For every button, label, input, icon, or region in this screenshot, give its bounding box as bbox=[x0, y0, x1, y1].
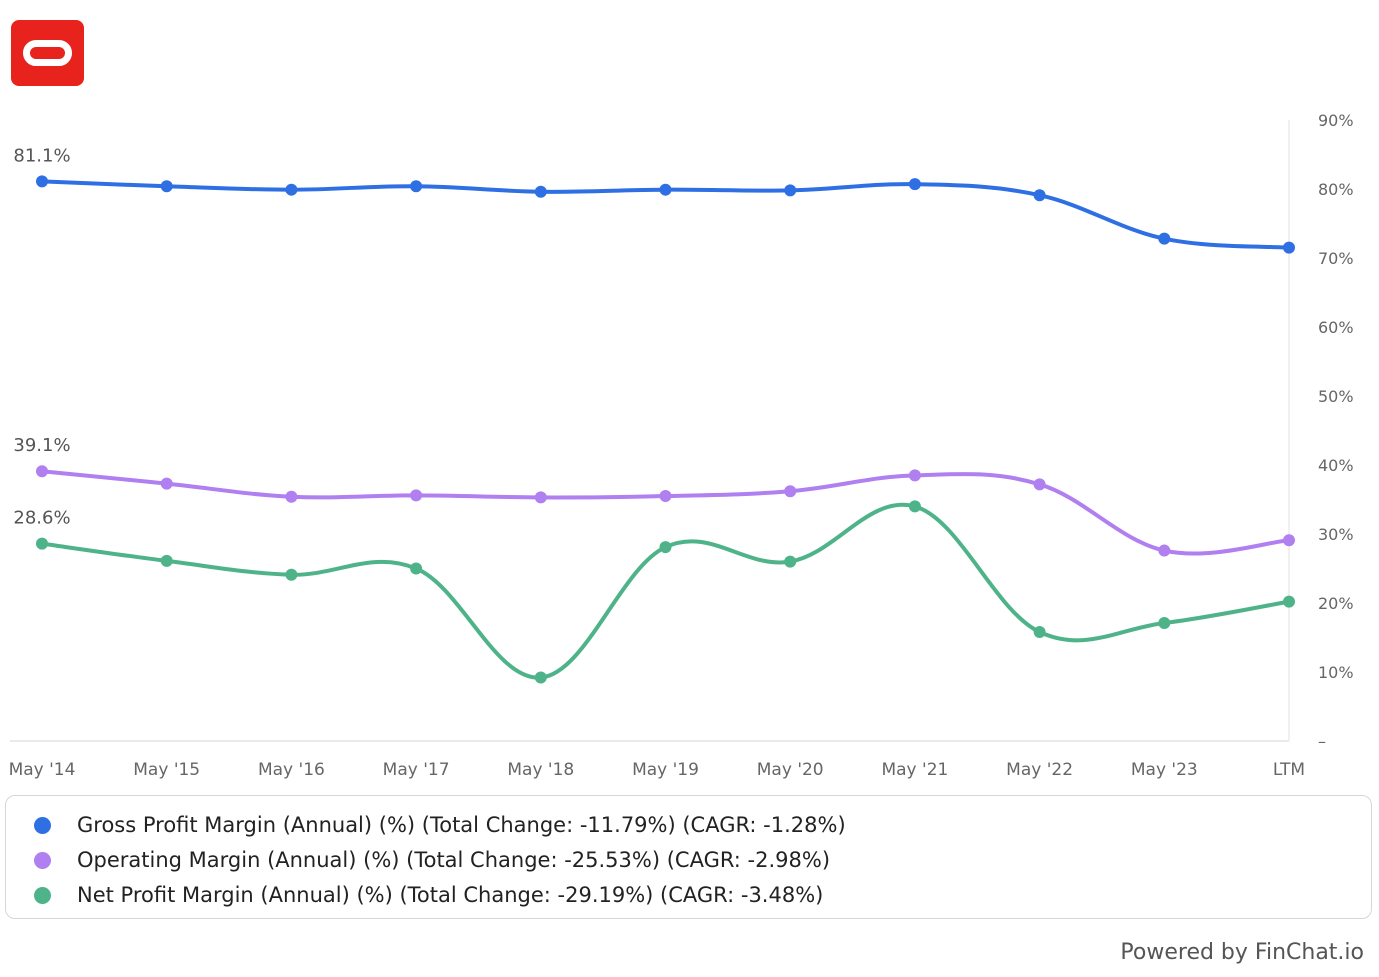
data-point-s0-9 bbox=[1158, 232, 1171, 245]
data-point-s1-2 bbox=[285, 490, 298, 503]
data-point-s0-6 bbox=[784, 184, 797, 197]
data-point-s2-3 bbox=[410, 562, 423, 575]
x-tick-label: May '20 bbox=[757, 760, 824, 780]
data-point-s2-1 bbox=[160, 554, 173, 567]
series-start-label-2: 28.6% bbox=[13, 508, 70, 529]
data-point-s1-3 bbox=[410, 489, 423, 502]
oracle-logo bbox=[11, 20, 84, 86]
data-point-s1-10 bbox=[1283, 534, 1295, 547]
x-tick-label: May '22 bbox=[1006, 760, 1073, 780]
series-start-label-1: 39.1% bbox=[13, 435, 70, 456]
data-point-s0-8 bbox=[1033, 189, 1046, 202]
legend-swatch bbox=[34, 816, 51, 834]
legend-swatch bbox=[34, 851, 51, 869]
x-tick-label: May '21 bbox=[881, 760, 948, 780]
data-point-s2-0 bbox=[36, 537, 48, 550]
x-tick-label: May '17 bbox=[383, 760, 450, 780]
y-tick-label: 70% bbox=[1318, 249, 1354, 268]
y-tick-label: – bbox=[1318, 732, 1326, 751]
y-tick-label: 60% bbox=[1318, 318, 1354, 337]
data-point-s0-4 bbox=[534, 185, 547, 198]
data-point-s2-2 bbox=[285, 568, 298, 581]
legend-item: Gross Profit Margin (Annual) (%) (Total … bbox=[34, 810, 846, 840]
x-tick-label: May '15 bbox=[133, 760, 200, 780]
y-tick-label: 40% bbox=[1318, 456, 1354, 475]
data-point-s2-5 bbox=[659, 541, 672, 554]
data-point-s1-9 bbox=[1158, 544, 1171, 557]
legend-item: Operating Margin (Annual) (%) (Total Cha… bbox=[34, 845, 830, 875]
data-point-s1-6 bbox=[784, 485, 797, 498]
data-point-s1-8 bbox=[1033, 478, 1046, 491]
chart-legend: Gross Profit Margin (Annual) (%) (Total … bbox=[5, 795, 1372, 919]
powered-by-label: Powered by FinChat.io bbox=[1120, 940, 1364, 965]
legend-label: Net Profit Margin (Annual) (%) (Total Ch… bbox=[77, 883, 824, 907]
y-tick-label: 10% bbox=[1318, 663, 1354, 682]
data-point-s0-3 bbox=[410, 180, 423, 193]
data-point-s2-8 bbox=[1033, 625, 1046, 638]
data-point-s2-9 bbox=[1158, 617, 1171, 630]
legend-label: Gross Profit Margin (Annual) (%) (Total … bbox=[77, 813, 846, 837]
series-line-2 bbox=[40, 502, 1291, 680]
data-point-s1-5 bbox=[659, 490, 672, 503]
legend-swatch bbox=[34, 886, 51, 904]
data-point-s1-7 bbox=[908, 469, 921, 482]
y-tick-label: 80% bbox=[1318, 180, 1354, 199]
series-start-label-0: 81.1% bbox=[13, 145, 70, 166]
x-tick-label: May '23 bbox=[1131, 760, 1198, 780]
data-point-s2-10 bbox=[1283, 595, 1295, 608]
y-tick-label: 30% bbox=[1318, 525, 1354, 544]
data-point-s1-0 bbox=[36, 465, 48, 478]
data-point-s1-4 bbox=[534, 491, 547, 504]
x-tick-label: LTM bbox=[1273, 760, 1305, 780]
x-tick-label: May '18 bbox=[507, 760, 574, 780]
y-tick-label: 90% bbox=[1318, 111, 1354, 130]
line-chart: 90% 80% 70% 60% 50% 40% 30% 20% 10% – May '14 May '… bbox=[9, 111, 1354, 780]
x-tick-label: May '19 bbox=[632, 760, 699, 780]
data-point-s0-10 bbox=[1283, 241, 1295, 254]
legend-item: Net Profit Margin (Annual) (%) (Total Ch… bbox=[34, 880, 823, 910]
data-point-s0-0 bbox=[36, 175, 48, 188]
x-tick-label: May '14 bbox=[9, 760, 76, 780]
data-point-s0-2 bbox=[285, 183, 298, 196]
data-point-s0-7 bbox=[908, 178, 921, 191]
data-point-s2-6 bbox=[784, 555, 797, 568]
y-tick-label: 50% bbox=[1318, 387, 1354, 406]
legend-label: Operating Margin (Annual) (%) (Total Cha… bbox=[77, 848, 831, 872]
data-point-s2-7 bbox=[908, 500, 921, 513]
data-point-s0-1 bbox=[160, 180, 173, 193]
x-tick-label: May '16 bbox=[258, 760, 325, 780]
data-point-s0-5 bbox=[659, 183, 672, 196]
data-point-s1-1 bbox=[160, 477, 173, 490]
data-point-s2-4 bbox=[534, 671, 547, 684]
y-tick-label: 20% bbox=[1318, 594, 1354, 613]
